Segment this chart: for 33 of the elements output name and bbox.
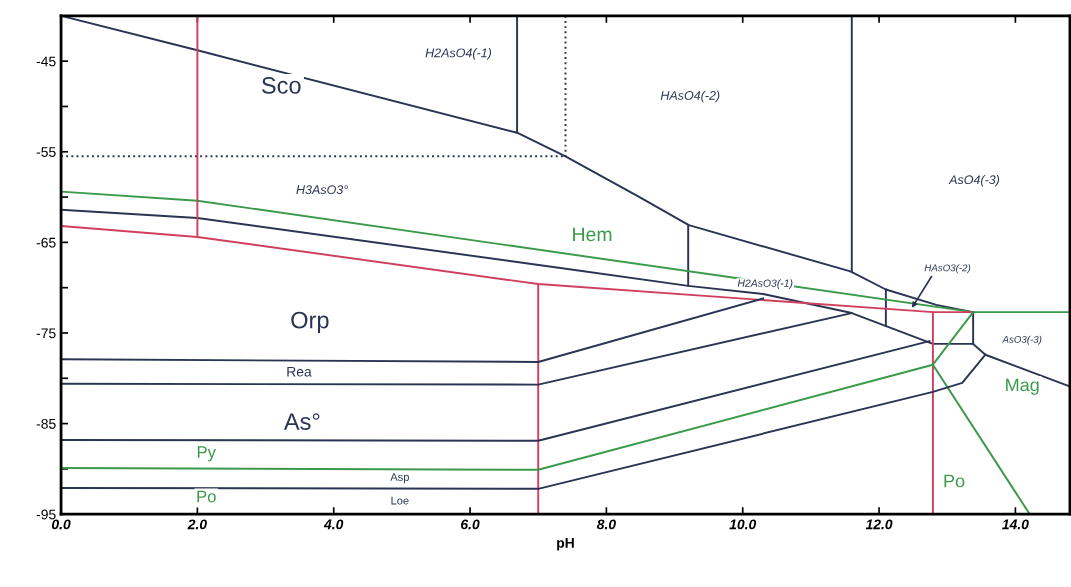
y-tick-label: -75 [36,328,56,339]
x-axis-title: pH [557,538,574,551]
y-tick-label: -95 [36,509,56,520]
x-tick-label: 12.0 [865,519,893,530]
annotation: H2AsO3(-1) [737,279,793,289]
x-tick-label: 8.0 [596,519,616,530]
annotation: Loe [391,496,409,505]
x-tick-label: 6.0 [461,519,480,530]
annotation: Po [197,490,216,503]
x-tick-label: 4.0 [323,519,344,530]
annotation: AsO4(-3) [948,174,1000,187]
annotation: As° [283,413,320,430]
y-tick-label: -45 [36,56,56,67]
annotation: H2AsO4(-1) [425,48,492,60]
annotation: Py [197,446,216,462]
annotation: Sco [261,77,301,94]
y-tick-label: -85 [36,418,56,429]
y-tick-label: -65 [36,237,56,248]
annotation: Mag [1006,378,1039,395]
annotation: HAsO4(-2) [660,90,720,103]
annotation: Orp [291,311,329,334]
annotation: H3AsO3° [296,185,348,195]
annotation: Hem [573,227,612,242]
annotation: Asp [390,473,409,484]
annotation: AsO3(-3) [1002,335,1042,345]
y-tick-label: -55 [36,147,56,157]
annotation: HAsO3(-2) [924,264,971,274]
x-tick-label: 0.0 [51,519,71,530]
annotation: Rea [287,366,312,377]
x-tick-label: 10.0 [729,519,757,530]
x-tick-label: 14.0 [1002,519,1029,530]
annotation: Po [944,474,965,488]
x-tick-label: 2.0 [187,519,207,530]
